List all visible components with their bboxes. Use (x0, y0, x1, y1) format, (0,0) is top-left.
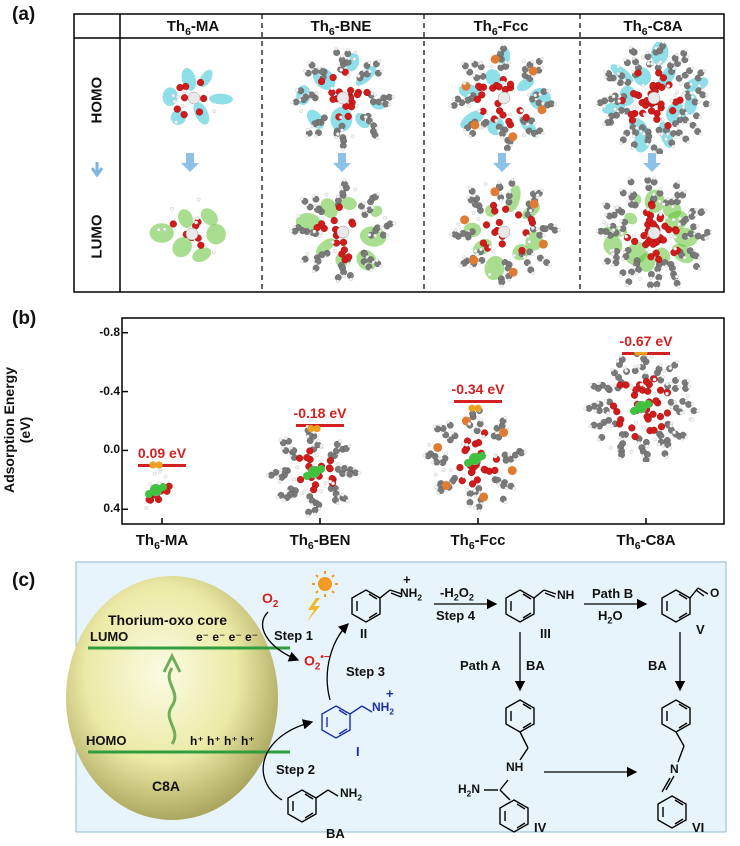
energy-level-bar-th6-ben (296, 423, 344, 427)
label-i: I (356, 744, 360, 759)
structure-i-nh2: NH2 (372, 700, 395, 717)
path-a-label: Path A (460, 658, 501, 673)
sun-icon (312, 571, 338, 597)
lumo-label: LUMO (90, 629, 129, 644)
structure-iv-nh: NH (506, 760, 524, 774)
molecule-lumo-th6-bne (289, 178, 396, 284)
y-tick-label: -0.4 (99, 383, 120, 398)
panel-b-label: (b) (12, 308, 37, 329)
step-1-label: Step 1 (274, 628, 314, 643)
column-header-th6-fcc: Th6-Fcc (473, 18, 529, 38)
molecule-adsorbed-th6-ben (265, 425, 362, 518)
panel-b-axis-ticks (122, 331, 647, 524)
path-b-label: Path B (592, 586, 634, 601)
structure-v-o: O (710, 586, 720, 600)
c8a-label: C8A (152, 778, 181, 794)
molecule-lumo-th6-fcc (449, 177, 561, 288)
structure-iii-nh: NH (557, 588, 575, 602)
o2-radical-label: O2•− (304, 652, 330, 673)
structure-vi-rings (657, 699, 691, 829)
y-tick-label: 0.0 (103, 442, 120, 457)
electrons-label: e⁻ e⁻ e⁻ e⁻ (196, 630, 259, 644)
x-tick-th6-c8a: Th6-C8A (616, 532, 676, 552)
energy-label-th6-c8a: -0.67 eV (619, 332, 673, 349)
x-tick-th6-fcc: Th6-Fcc (450, 532, 506, 552)
panel-a-frame (73, 13, 725, 293)
o2-label: O2 (262, 590, 279, 610)
homo-label: HOMO (86, 733, 127, 748)
ba-label-path-a: BA (526, 658, 545, 673)
structure-ba-ring (287, 789, 339, 823)
y-tick-label: -0.8 (99, 324, 120, 339)
h2o2-label: -H2O2 (440, 585, 474, 603)
panel-c-label: (c) (12, 570, 36, 591)
column-header-th6-ma: Th6-MA (166, 18, 220, 38)
ba-label-path-b: BA (648, 658, 667, 673)
step-4-label: Step 4 (436, 608, 476, 623)
h2o-label: H2O (598, 608, 623, 626)
molecule-homo-th6-ma (162, 68, 233, 125)
structure-ii-nh2: NH2 (400, 586, 423, 603)
energy-label-th6-ben: -0.18 eV (293, 404, 347, 421)
molecule-lumo-th6-c8a (596, 176, 712, 290)
structure-iii-ring (505, 589, 557, 623)
label-ii: II (360, 626, 368, 641)
molecule-homo-th6-c8a (596, 42, 712, 154)
structure-iv-rings (484, 699, 535, 833)
step-2-label: Step 2 (276, 762, 316, 777)
molecule-adsorbed-th6-fcc (422, 404, 528, 513)
structure-ii-ring (351, 589, 403, 623)
structure-iv-h2n: H2N (458, 782, 481, 799)
energy-label-th6-fcc: -0.34 eV (451, 381, 505, 398)
homo-lumo-arrows (181, 153, 661, 172)
molecule-lumo-th6-ma (149, 197, 226, 263)
lightning-icon (307, 598, 320, 622)
core-title: Thorium-oxo core (108, 612, 228, 628)
energy-label-th6-ma: 0.09 eV (137, 444, 187, 461)
x-tick-th6-ben: Th6-BEN (289, 532, 351, 552)
structure-i-plus: + (386, 686, 394, 701)
y-tick-label: 0.4 (103, 501, 120, 516)
molecule-homo-th6-bne (290, 46, 396, 152)
step-3-label: Step 3 (346, 664, 386, 679)
label-vi: VI (692, 820, 705, 835)
label-v: V (696, 622, 705, 637)
structure-vi-n: N (670, 762, 679, 776)
thorium-oxo-core-sphere (66, 576, 278, 820)
label-iv: IV (534, 820, 547, 835)
ba-label-reactant: BA (326, 826, 345, 841)
structure-v-ring (661, 587, 709, 623)
holes-label: h⁺ h⁺ h⁺ h⁺ (190, 734, 255, 748)
panel-b-frame (121, 317, 725, 525)
molecule-adsorbed-th6-c8a (583, 352, 700, 462)
structure-i-ring (321, 705, 373, 739)
molecule-adsorbed-th6-ma (144, 461, 173, 510)
column-header-th6-c8a: Th6-C8A (623, 18, 683, 38)
molecule-homo-th6-fcc (448, 44, 558, 152)
energy-level-bar-th6-fcc (454, 400, 502, 404)
label-iii: III (540, 626, 551, 641)
panel-a-label: (a) (12, 4, 36, 25)
x-tick-th6-ma: Th6-MA (135, 532, 189, 552)
column-header-th6-bne: Th6-BNE (310, 18, 372, 38)
structure-ii-plus: + (403, 572, 411, 587)
structure-ba-nh2: NH2 (340, 786, 363, 803)
